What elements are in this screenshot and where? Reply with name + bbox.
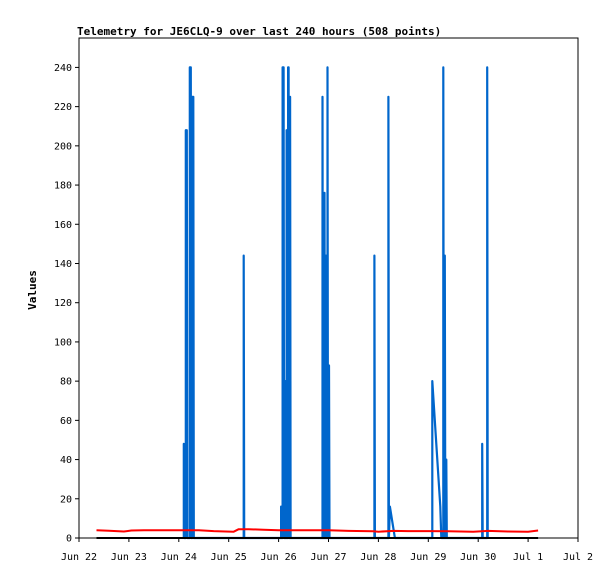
x-tick-label: Jun 27 [310, 552, 346, 563]
y-tick-label: 100 [54, 337, 72, 348]
series-line-1 [182, 66, 489, 540]
y-axis-label: Values [26, 270, 39, 310]
y-tick-label: 240 [54, 63, 72, 74]
x-tick-label: Jun 30 [460, 552, 496, 563]
y-tick-label: 60 [60, 416, 72, 427]
x-tick-label: Jun 28 [360, 552, 396, 563]
x-tick-label: Jun 29 [410, 552, 446, 563]
y-tick-label: 120 [54, 298, 72, 309]
y-tick-label: 40 [60, 455, 72, 466]
x-tick-label: Jun 24 [161, 552, 197, 563]
x-tick-label: Jun 23 [111, 552, 147, 563]
x-tick-label: Jun 22 [61, 552, 97, 563]
y-tick-label: 180 [54, 181, 72, 192]
x-tick-label: Jul 2 [563, 552, 593, 563]
y-tick-label: 0 [66, 534, 72, 545]
x-tick-label: Jun 26 [261, 552, 297, 563]
y-axis: 0 20 40 60 80 100 120 140 160 180 200 220 240 [54, 63, 79, 545]
y-tick-label: 20 [60, 494, 72, 505]
y-tick-label: 220 [54, 102, 72, 113]
series-line-2 [96, 528, 539, 533]
y-tick-label: 200 [54, 141, 72, 152]
series-layer [96, 66, 539, 540]
chart-title: Telemetry for JE6CLQ-9 over last 240 hou… [77, 25, 441, 38]
y-tick-label: 160 [54, 220, 72, 231]
y-tick-label: 80 [60, 377, 72, 388]
x-tick-label: Jul 1 [513, 552, 543, 563]
y-tick-label: 140 [54, 259, 72, 270]
x-tick-label: Jun 25 [211, 552, 247, 563]
